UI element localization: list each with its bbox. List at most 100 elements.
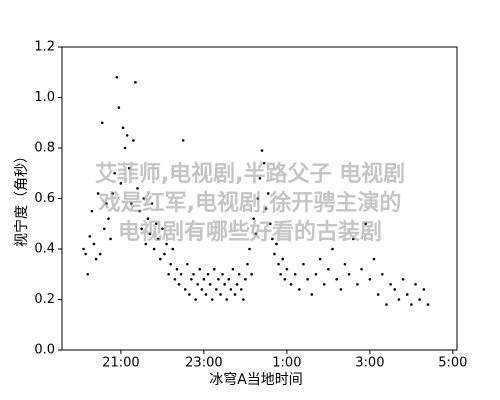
- point: [198, 267, 202, 271]
- point: [138, 209, 141, 213]
- x-tick-label: 1:00: [272, 356, 301, 371]
- point: [167, 272, 170, 276]
- point: [117, 106, 121, 109]
- point: [252, 217, 255, 220]
- point: [161, 227, 164, 231]
- point: [150, 202, 154, 205]
- point: [405, 293, 409, 296]
- point: [125, 134, 129, 137]
- point: [92, 242, 96, 246]
- point: [136, 187, 139, 190]
- point: [235, 283, 239, 286]
- point: [163, 252, 166, 256]
- point: [146, 217, 150, 220]
- point: [183, 288, 187, 291]
- point: [156, 237, 160, 241]
- point: [177, 283, 181, 286]
- point: [121, 126, 125, 130]
- point: [314, 272, 318, 276]
- point: [148, 232, 152, 236]
- point: [322, 283, 326, 286]
- point: [302, 262, 305, 266]
- point: [206, 272, 210, 276]
- point: [389, 283, 392, 286]
- point: [142, 197, 146, 200]
- point: [268, 222, 272, 226]
- point: [335, 278, 338, 281]
- point: [154, 222, 158, 226]
- point: [385, 303, 388, 306]
- point: [229, 288, 233, 291]
- point: [152, 247, 156, 251]
- point: [426, 303, 430, 306]
- point: [186, 262, 189, 266]
- point: [96, 192, 100, 195]
- point: [196, 283, 199, 286]
- y-tick-label: 1.2: [34, 40, 55, 55]
- point: [231, 267, 235, 271]
- x-tick-label: 21:00: [102, 356, 139, 371]
- point: [298, 288, 301, 291]
- point: [123, 146, 127, 150]
- point: [221, 272, 224, 276]
- point: [277, 262, 280, 266]
- point: [188, 293, 191, 296]
- point: [144, 242, 148, 246]
- point: [169, 262, 173, 266]
- point: [258, 177, 262, 180]
- point: [327, 267, 330, 271]
- point: [181, 139, 185, 142]
- x-axis-label: 冰穹A当地时间: [209, 372, 303, 388]
- point: [84, 252, 87, 256]
- point: [264, 207, 268, 210]
- point: [107, 217, 110, 220]
- point: [376, 293, 380, 296]
- point: [219, 293, 222, 296]
- point: [90, 209, 94, 213]
- y-tick-label: 0.0: [34, 343, 55, 358]
- point: [173, 278, 177, 281]
- y-axis-label: 视宁度（角秒）: [13, 149, 30, 247]
- point: [223, 283, 226, 286]
- point: [260, 149, 264, 152]
- point: [397, 298, 401, 301]
- point: [254, 232, 258, 236]
- point: [237, 272, 241, 276]
- point: [103, 227, 106, 231]
- point: [202, 278, 206, 281]
- point: [194, 298, 197, 301]
- point: [250, 272, 253, 276]
- point: [422, 288, 426, 291]
- watermark: 戏是红军,电视剧,徐开骋主演的: [98, 190, 402, 216]
- point: [204, 293, 208, 296]
- y-tick-label: 0.2: [34, 292, 55, 307]
- point: [210, 298, 214, 301]
- point: [192, 272, 195, 276]
- point: [134, 81, 137, 84]
- y-tick-label: 1.0: [34, 90, 55, 105]
- point: [94, 257, 98, 261]
- point: [360, 267, 363, 271]
- point: [175, 267, 179, 271]
- point: [208, 283, 212, 286]
- point: [82, 247, 85, 251]
- point: [119, 182, 123, 185]
- point: [246, 262, 249, 266]
- point: [414, 283, 417, 286]
- point: [285, 267, 289, 271]
- point: [100, 121, 104, 125]
- point: [262, 161, 266, 165]
- point: [343, 262, 347, 266]
- point: [200, 288, 204, 291]
- point: [293, 272, 297, 276]
- point: [381, 272, 384, 276]
- point: [351, 237, 355, 241]
- point: [279, 272, 282, 276]
- point: [244, 278, 247, 281]
- point: [86, 272, 90, 276]
- point: [190, 278, 193, 281]
- y-tick-label: 0.6: [34, 191, 55, 206]
- point: [115, 76, 119, 79]
- point: [283, 278, 287, 281]
- point: [310, 293, 314, 296]
